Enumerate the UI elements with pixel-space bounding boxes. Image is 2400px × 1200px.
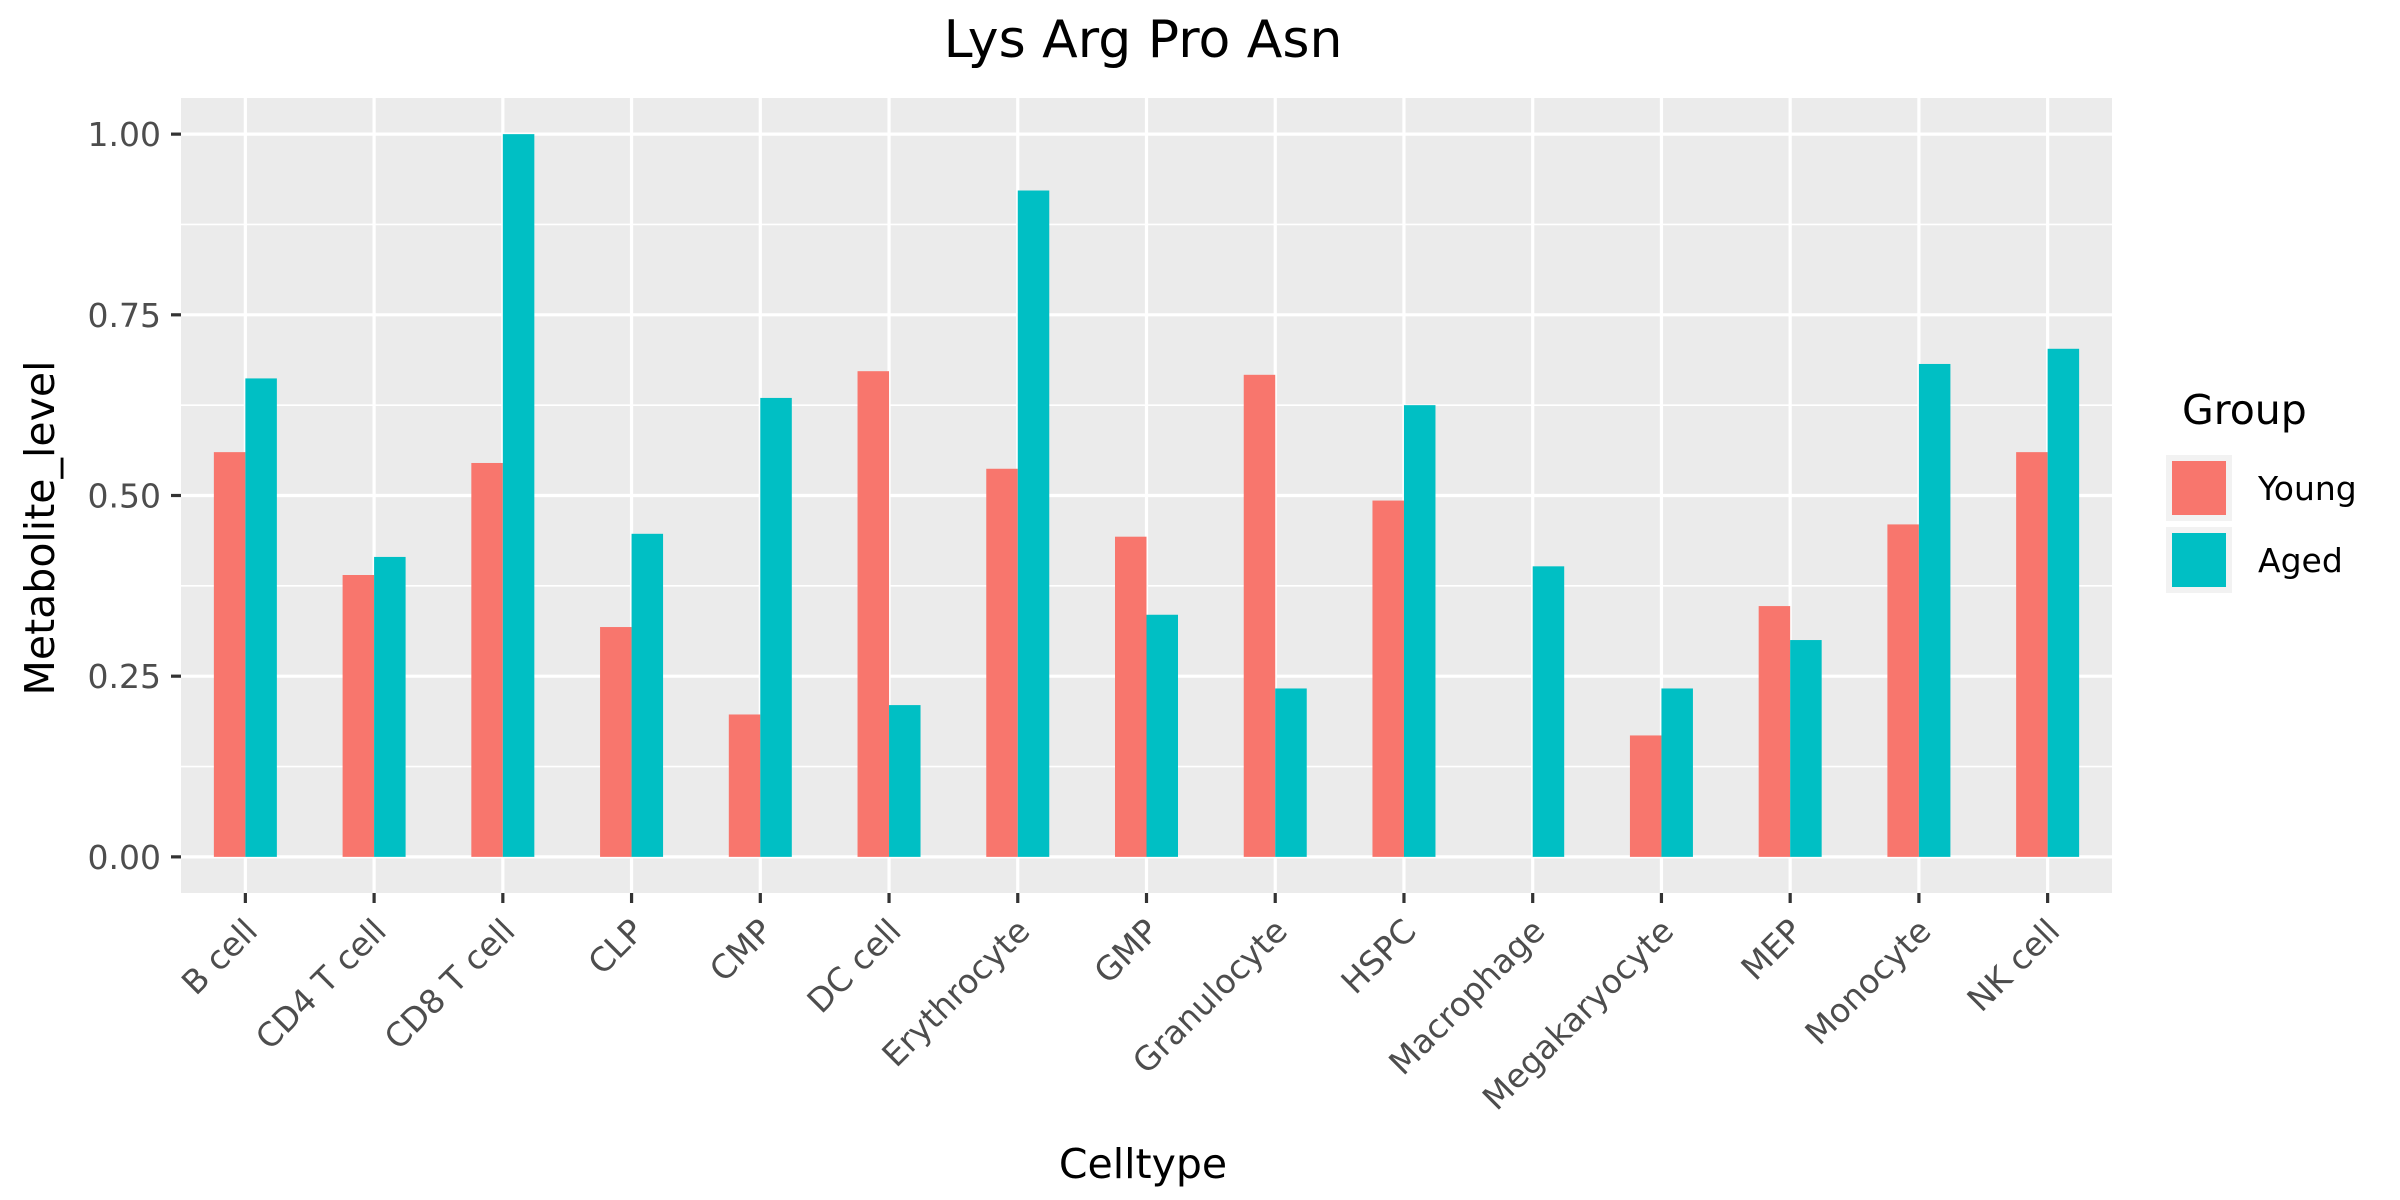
bar-young-nk-cell <box>2016 452 2048 857</box>
bar-aged-mep <box>1790 640 1822 857</box>
bar-young-dc-cell <box>857 371 890 857</box>
legend-swatch-young <box>2172 461 2226 515</box>
bar-aged-b-cell <box>245 378 277 857</box>
chart-title: Lys Arg Pro Asn <box>944 10 1343 70</box>
bar-young-megakaryocyte <box>1629 735 1662 857</box>
y-tick-label: 0.50 <box>88 477 161 516</box>
bar-aged-granulocyte <box>1275 688 1307 857</box>
bar-aged-dc-cell <box>889 705 921 857</box>
bar-aged-cd4-t-cell <box>374 556 406 857</box>
bar-aged-erythrocyte <box>1017 190 1050 857</box>
x-axis-label: Celltype <box>1059 1140 1227 1188</box>
bar-aged-megakaryocyte <box>1661 688 1693 857</box>
legend-title: Group <box>2182 386 2307 434</box>
bar-aged-cmp <box>760 397 792 857</box>
bar-young-clp <box>600 627 632 857</box>
bar-young-gmp <box>1115 536 1147 857</box>
bar-aged-gmp <box>1146 614 1178 857</box>
legend-label-aged: Aged <box>2258 541 2343 580</box>
y-tick-label: 0.75 <box>88 296 161 335</box>
legend-label-young: Young <box>2257 469 2357 508</box>
y-tick-label: 1.00 <box>88 115 161 154</box>
bar-young-erythrocyte <box>986 468 1018 857</box>
bar-young-granulocyte <box>1243 374 1276 857</box>
y-tick-label: 0.25 <box>88 657 161 696</box>
bar-aged-hspc <box>1403 405 1436 857</box>
bar-aged-macrophage <box>1532 566 1565 857</box>
y-axis: 0.00 0.25 0.50 0.75 1.00 <box>88 115 181 877</box>
bar-young-cd4-t-cell <box>342 575 375 857</box>
bar-young-hspc <box>1372 500 1404 857</box>
bar-aged-monocyte <box>1918 363 1951 857</box>
bar-young-cd8-t-cell <box>471 462 503 857</box>
bar-aged-nk-cell <box>2047 348 2080 857</box>
bar-young-b-cell <box>213 452 246 857</box>
bar-young-monocyte <box>1887 524 1919 857</box>
bars <box>213 134 2080 857</box>
bar-aged-cd8-t-cell <box>502 134 535 857</box>
bar-young-mep <box>1758 606 1791 857</box>
y-tick-label: 0.00 <box>88 838 161 877</box>
legend-swatch-aged <box>2172 533 2226 587</box>
y-axis-label: Metabolite_level <box>16 361 64 696</box>
legend: Group Young Aged <box>2166 386 2357 593</box>
bar-young-cmp <box>728 714 761 857</box>
bar-aged-clp <box>631 533 664 857</box>
